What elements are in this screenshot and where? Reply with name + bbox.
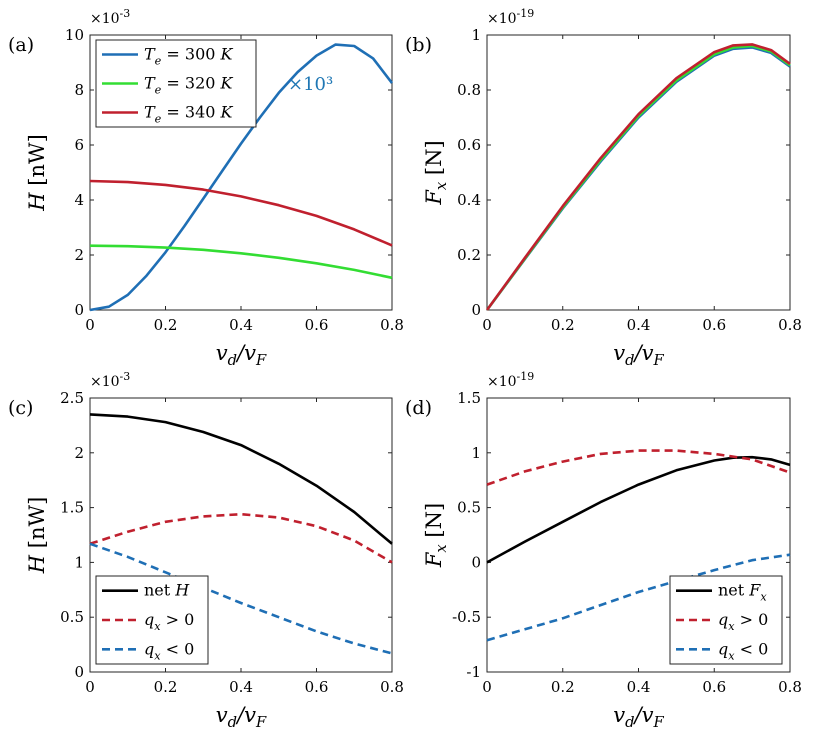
y-tick-label: 1.5 — [60, 499, 84, 517]
x-tick-label: 0.6 — [305, 316, 329, 334]
y-tick-label: 8 — [74, 81, 84, 99]
x-tick-label: 0 — [85, 678, 95, 696]
x-tick-label: 0.2 — [551, 678, 575, 696]
y-tick-label: -1 — [466, 663, 481, 681]
panel-label: (d) — [405, 397, 432, 419]
series-line-2 — [486, 553, 791, 642]
y-tick-label: 0 — [471, 301, 481, 319]
x-tick-label: 0.4 — [229, 678, 253, 696]
y-tick-label: 0.2 — [457, 246, 481, 264]
x-tick-label: 0.2 — [154, 316, 178, 334]
x-tick-label: 0 — [482, 316, 492, 334]
series-line-2 — [89, 542, 393, 655]
y-exponent-label: ×10-19 — [487, 7, 534, 27]
x-axis-label: vd​/vF​ — [216, 341, 267, 369]
series-line-0 — [89, 43, 394, 312]
series-line-1 — [485, 44, 791, 311]
y-tick-label: 4 — [74, 191, 84, 209]
legend-label: Te​ = 300 K — [144, 45, 234, 68]
series-line-1 — [89, 244, 393, 280]
panel-label: (a) — [8, 34, 34, 56]
x-tick-label: 0.6 — [702, 678, 726, 696]
panel-a: 0 0.2 0.4 0.6 0.8 0 2 4 6 8 10 ×10-3 (a) vd​/vF​ H [nW… — [8, 7, 404, 369]
x-tick-label: 0.2 — [551, 316, 575, 334]
y-tick-label: 0.4 — [457, 191, 481, 209]
y-tick-label: 0.8 — [457, 81, 481, 99]
x-tick-label: 0.6 — [305, 678, 329, 696]
legend-label: qx​ < 0 — [718, 639, 768, 662]
y-tick-label: 10 — [65, 26, 84, 44]
y-tick-label: 0 — [471, 553, 481, 571]
x-tick-label: 0.4 — [627, 678, 651, 696]
panel-b: 0 0.2 0.4 0.6 0.8 0 0.2 0.4 0.6 0.8 1 ×10-19 (b) vd​/… — [405, 7, 802, 369]
panel-d: 0 0.2 0.4 0.6 0.8 -1 -0.5 0 0.5 1 1.5 ×10-19 (d) vd​/… — [405, 370, 802, 731]
series-line-1 — [486, 449, 791, 486]
y-tick-label: 0.5 — [457, 499, 481, 517]
x-tick-label: 0.4 — [627, 316, 651, 334]
y-axis-label: Fx​ [N] — [422, 503, 450, 568]
y-exponent-label: ×10-3 — [90, 370, 130, 390]
y-tick-label: 0.6 — [457, 136, 481, 154]
legend: net H qx​ > 0 qx​ < 0 — [95, 575, 209, 665]
panel-label: (b) — [405, 34, 432, 56]
x-tick-label: 0.8 — [380, 678, 404, 696]
x-axis-label: vd​/vF​ — [613, 341, 664, 369]
y-axis-label: Fx​ [N] — [422, 140, 450, 205]
legend-label: Te​ = 320 K — [144, 74, 234, 97]
legend: Te​ = 300 K Te​ = 320 K Te​ = 340 K — [95, 39, 257, 128]
y-tick-label: 1 — [471, 444, 481, 462]
x-tick-label: 0.8 — [778, 678, 802, 696]
x-tick-label: 0 — [482, 678, 492, 696]
y-tick-label: 0 — [74, 301, 84, 319]
legend: net Fx​ qx​ > 0 qx​ < 0 — [669, 575, 783, 665]
y-tick-label: 1 — [74, 553, 84, 571]
x-tick-label: 0.4 — [229, 316, 253, 334]
x-tick-label: 0.8 — [778, 316, 802, 334]
series-line-1 — [89, 512, 393, 564]
x-axis-label: vd​/vF​ — [216, 703, 267, 731]
legend-label: net Fx​ — [718, 581, 767, 604]
panel-label: (c) — [8, 397, 33, 419]
y-tick-label: 2 — [74, 246, 84, 264]
y-axis-label: H [nW] — [25, 134, 49, 212]
y-tick-label: -0.5 — [452, 608, 481, 626]
x-tick-label: 0.2 — [154, 678, 178, 696]
y-tick-label: 2.5 — [60, 389, 84, 407]
series-line-2 — [89, 179, 393, 247]
y-tick-label: 0.5 — [60, 608, 84, 626]
y-exponent-label: ×10-19 — [487, 370, 534, 390]
y-tick-label: 1 — [471, 26, 481, 44]
y-tick-label: 1.5 — [457, 389, 481, 407]
x-tick-label: 0 — [85, 316, 95, 334]
x-axis-label: vd​/vF​ — [613, 703, 664, 731]
y-exponent-label: ×10-3 — [90, 7, 130, 27]
series-line-0 — [485, 46, 791, 311]
x-tick-label: 0.6 — [702, 316, 726, 334]
panel-c: 0 0.2 0.4 0.6 0.8 0 0.5 1 1.5 2 2.5 ×10-3 (c) vd​/vF​… — [8, 370, 404, 731]
y-tick-label: 0 — [74, 663, 84, 681]
legend-label: qx​ > 0 — [718, 610, 768, 633]
series-line-0 — [486, 455, 791, 564]
legend-label: qx​ < 0 — [144, 639, 194, 662]
legend-label: qx​ > 0 — [144, 610, 194, 633]
series-line-2 — [485, 43, 791, 311]
y-tick-label: 2 — [74, 444, 84, 462]
annotation-label: ×10³ — [288, 74, 333, 95]
axes-box — [486, 34, 791, 311]
y-axis-label: H [nW] — [25, 497, 49, 575]
legend-label: net H — [144, 581, 190, 600]
y-tick-label: 6 — [74, 136, 84, 154]
legend-label: Te​ = 340 K — [144, 103, 234, 126]
x-tick-label: 0.8 — [380, 316, 404, 334]
series-line-0 — [89, 413, 393, 545]
